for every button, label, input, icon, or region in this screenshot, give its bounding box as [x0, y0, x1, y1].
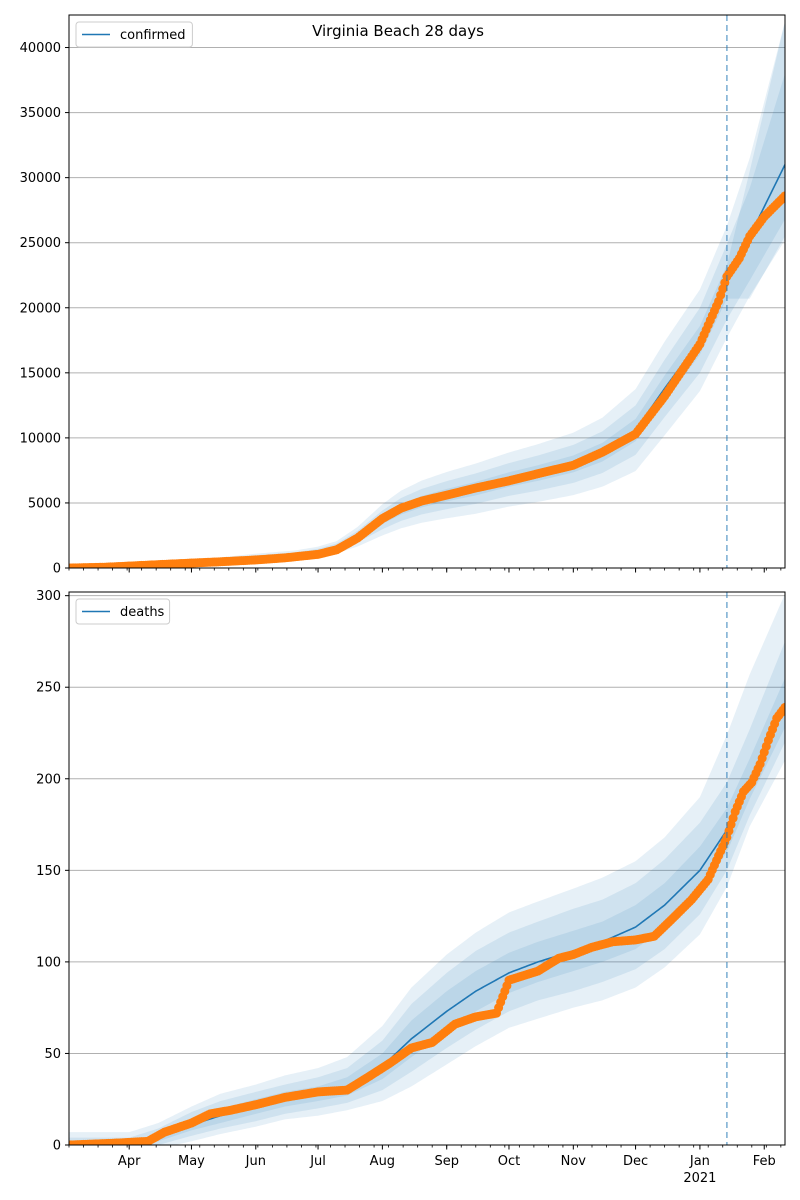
y-tick-label: 25000 [20, 236, 61, 251]
legend-label: deaths [120, 605, 165, 620]
confidence-band-3 [69, 593, 785, 1145]
y-tick-label: 100 [36, 955, 61, 970]
y-tick-label: 10000 [20, 431, 61, 446]
y-tick-label: 250 [36, 681, 61, 696]
x-tick-label: Aug [370, 1154, 395, 1169]
x-tick-label: Jan [689, 1154, 710, 1169]
x-tick-label: Feb [753, 1154, 776, 1169]
y-tick-label: 15000 [20, 366, 61, 381]
confidence-band-2 [69, 73, 785, 568]
x-year-label: 2021 [683, 1171, 716, 1186]
x-tick-label: Jun [245, 1154, 266, 1169]
observed-point [780, 702, 785, 712]
observed-series [69, 702, 785, 1145]
x-tick-label: Jul [309, 1154, 326, 1169]
y-tick-label: 30000 [20, 171, 61, 186]
axes-frame [68, 591, 786, 1146]
legend: confirmed [75, 21, 193, 48]
legend-box [75, 21, 193, 48]
chart-title: Virginia Beach 28 days [312, 22, 484, 40]
confidence-band-3 [69, 21, 785, 568]
y-tick-label: 200 [36, 772, 61, 787]
y-tick-label: 300 [36, 589, 61, 604]
legend-label: confirmed [120, 28, 186, 43]
uncertainty-bands [69, 21, 785, 568]
x-tick-label: Dec [623, 1154, 648, 1169]
y-tick-label: 40000 [20, 41, 61, 56]
axes-frame [68, 14, 786, 569]
legend-box [75, 598, 171, 625]
y-tick-label: 20000 [20, 301, 61, 316]
x-tick-label: Sep [434, 1154, 459, 1169]
y-tick-label: 5000 [28, 496, 61, 511]
x-tick-label: May [178, 1154, 205, 1169]
x-tick-label: Apr [118, 1154, 141, 1169]
confirmed-panel: 0 5000 10000 15000 20000 25000 30000 35000 40000… [20, 14, 786, 577]
legend: deaths [75, 598, 171, 625]
y-tick-label: 0 [53, 1139, 61, 1154]
observed-series [69, 191, 785, 568]
deaths-panel: 0 50 100 150 200 250 300 Apr May Jun Jul Aug Sep Oct N… [36, 589, 786, 1186]
y-tick-label: 150 [36, 864, 61, 879]
y-tick-label: 0 [53, 562, 61, 577]
y-tick-label: 50 [44, 1047, 61, 1062]
observed-point [780, 191, 785, 201]
x-tick-label: Oct [498, 1154, 520, 1169]
x-tick-label: Nov [561, 1154, 587, 1169]
y-tick-label: 35000 [20, 106, 61, 121]
confidence-band-1 [69, 678, 785, 1145]
